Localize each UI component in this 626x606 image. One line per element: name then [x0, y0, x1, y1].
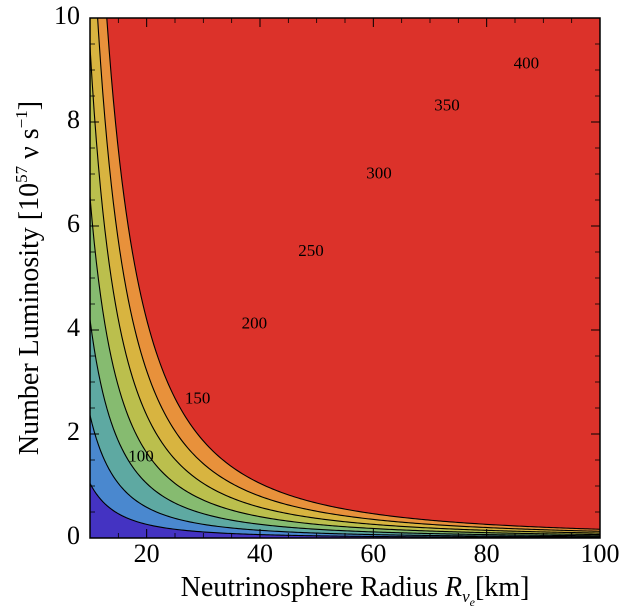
contour-band: [106, 18, 600, 530]
contour-label-150: 150: [185, 389, 211, 408]
y-tick-label: 4: [67, 313, 80, 342]
contour-line-400: [106, 18, 600, 530]
y-tick-label: 8: [67, 105, 80, 134]
contour-label-250: 250: [298, 241, 324, 260]
y-tick-label: 6: [67, 209, 80, 238]
x-tick-label: 60: [360, 539, 386, 568]
contour-labels: 100 150 200 250 300 350 400: [128, 54, 539, 466]
x-tick-label: 100: [581, 539, 620, 568]
contour-label-200: 200: [242, 314, 268, 333]
x-tick-label: 80: [474, 539, 500, 568]
contour-bands: [90, 18, 600, 538]
y-tick-label: 0: [67, 521, 80, 550]
y-axis-title: Number Luminosity [1057 ν s−1]: [12, 101, 45, 455]
contour-line-300: [90, 46, 600, 534]
contour-label-400: 400: [514, 54, 540, 73]
y-tick-label: 10: [54, 1, 80, 30]
contour-line-350: [97, 18, 600, 532]
contour-label-100: 100: [128, 446, 154, 465]
y-tick-label: 2: [67, 417, 80, 446]
contour-label-300: 300: [366, 163, 392, 182]
x-axis-title: Neutrinosphere Radius Rνe[km]: [181, 572, 530, 606]
contour-label-350: 350: [434, 95, 460, 114]
y-axis: 0 2 4 6 8 10: [54, 1, 600, 550]
x-tick-label: 40: [247, 539, 273, 568]
x-tick-label: 20: [134, 539, 160, 568]
x-axis: 20 40 60 80 100: [89, 18, 620, 568]
